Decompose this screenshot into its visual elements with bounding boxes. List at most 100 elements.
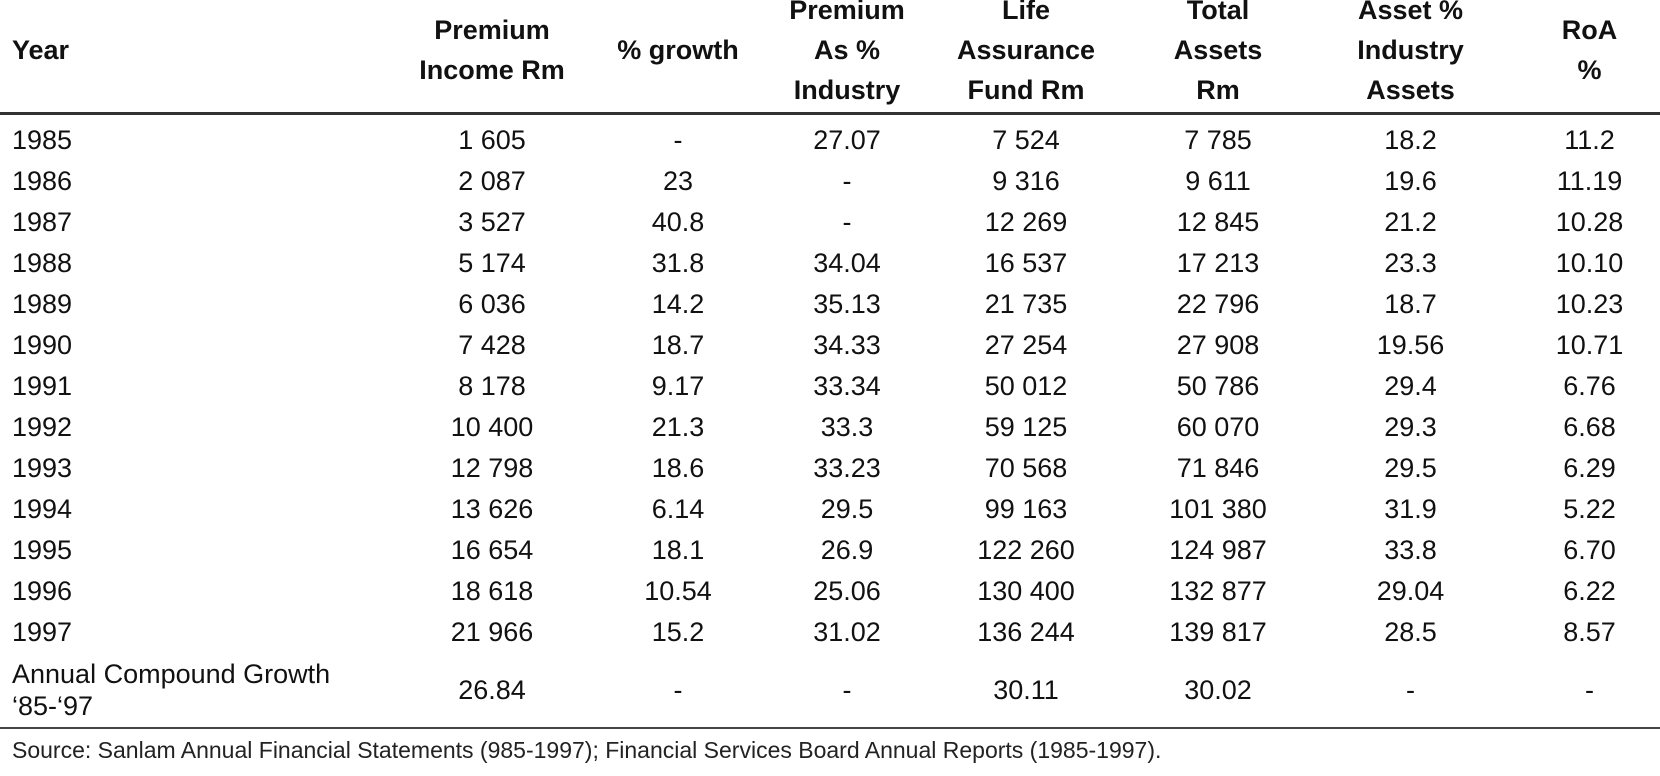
asset-industry-cell: 29.5 <box>1384 452 1437 483</box>
growth-cell: - <box>592 652 764 729</box>
premium-industry-cell: - <box>842 206 852 237</box>
header-line: % <box>1577 55 1602 85</box>
life-assurance-fund-cell: 50 012 <box>984 370 1068 401</box>
compound-growth-label: Annual Compound Growth ‘85-‘97 <box>0 652 392 729</box>
year-cell: 1985 <box>12 124 73 155</box>
premium-income-cell: 18 618 <box>450 575 534 606</box>
premium-income-cell: 3 527 <box>458 206 526 237</box>
life-assurance-fund-cell: 27 254 <box>984 329 1068 360</box>
premium-industry-cell: 29.5 <box>820 493 874 524</box>
roa-cell: 8.57 <box>1563 616 1616 647</box>
growth-cell: 40.8 <box>651 206 705 237</box>
premium-income-cell: 13 626 <box>450 493 534 524</box>
life-assurance-fund-header: Life Assurance Fund Rm <box>930 0 1122 115</box>
premium-income-cell: 12 798 <box>450 452 534 483</box>
premium-income-cell: 6 036 <box>458 288 526 319</box>
life-assurance-fund-cell: 130 400 <box>977 575 1075 606</box>
premium-industry-cell: 31.02 <box>813 616 881 647</box>
premium-income-cell: 26.84 <box>392 652 592 729</box>
roa-header: RoA% <box>1507 0 1660 115</box>
growth-cell: 21.3 <box>651 411 705 442</box>
roa-cell: 10.23 <box>1555 288 1624 319</box>
total-assets-cell: 27 908 <box>1176 329 1260 360</box>
roa-cell: 5.22 <box>1563 493 1616 524</box>
header-line: % growth <box>617 35 739 65</box>
compound-growth-label-line1: Annual Compound Growth <box>12 658 331 689</box>
roa-cell: 6.76 <box>1563 370 1616 401</box>
premium-income-cell: 1 605 <box>458 124 526 155</box>
total-assets-cell: 7 785 <box>1184 124 1252 155</box>
table-row: 1991 8 178 9.17 33.34 50 012 50 786 29.4 6.76 <box>0 365 1660 406</box>
table-row: 1996 18 618 10.54 25.06 130 400 132 877 29.04 6… <box>0 570 1660 611</box>
growth-header: % growth <box>592 0 764 115</box>
growth-cell: 31.8 <box>651 247 705 278</box>
year-cell: 1997 <box>12 616 73 647</box>
growth-cell: - <box>673 124 683 155</box>
table-row: 1990 7 428 18.7 34.33 27 254 27 908 19.56 10.71 <box>0 324 1660 365</box>
year-header: Year <box>0 0 392 115</box>
premium-industry-cell: - <box>764 652 930 729</box>
premium-income-header: Premium Income Rm <box>392 0 592 115</box>
total-assets-cell: 139 817 <box>1169 616 1267 647</box>
total-assets-cell: 71 846 <box>1176 452 1260 483</box>
life-assurance-fund-cell: 12 269 <box>984 206 1068 237</box>
header-line: Asset % <box>1357 0 1464 25</box>
total-assets-cell: 50 786 <box>1176 370 1260 401</box>
premium-industry-cell: 34.04 <box>813 247 881 278</box>
total-assets-header: Total Assets Rm <box>1122 0 1314 115</box>
table-body: 1985 1 605 - 27.07 7 524 7 785 18.2 11.2 1986 2 0… <box>0 114 1660 729</box>
asset-industry-cell: 31.9 <box>1384 493 1437 524</box>
premium-income-cell: 5 174 <box>458 247 526 278</box>
premium-industry-cell: - <box>842 165 852 196</box>
asset-industry-cell: 21.2 <box>1384 206 1437 237</box>
asset-industry-cell: 33.8 <box>1384 534 1437 565</box>
asset-industry-header: Asset % Industry Assets <box>1314 0 1507 115</box>
growth-cell: 9.17 <box>651 370 705 401</box>
total-assets-cell: 22 796 <box>1176 288 1260 319</box>
year-cell: 1986 <box>12 165 73 196</box>
table-row: 1985 1 605 - 27.07 7 524 7 785 18.2 11.2 <box>0 114 1660 161</box>
growth-cell: 14.2 <box>651 288 705 319</box>
premium-industry-cell: 33.3 <box>820 411 874 442</box>
asset-industry-cell: 29.4 <box>1384 370 1437 401</box>
total-assets-cell: 132 877 <box>1169 575 1267 606</box>
year-cell: 1990 <box>12 329 73 360</box>
header-line: Assets <box>1366 75 1455 105</box>
growth-cell: 23 <box>662 165 694 196</box>
asset-industry-cell: 28.5 <box>1384 616 1437 647</box>
life-assurance-fund-cell: 16 537 <box>984 247 1068 278</box>
growth-cell: 15.2 <box>651 616 705 647</box>
growth-cell: 10.54 <box>644 575 712 606</box>
premium-income-cell: 2 087 <box>458 165 526 196</box>
premium-income-cell: 10 400 <box>450 411 534 442</box>
roa-cell: 6.29 <box>1563 452 1616 483</box>
asset-industry-cell: 19.6 <box>1384 165 1437 196</box>
premium-income-cell: 7 428 <box>458 329 526 360</box>
premium-income-cell: 21 966 <box>450 616 534 647</box>
year-cell: 1988 <box>12 247 73 278</box>
year-cell: 1993 <box>12 452 73 483</box>
header-line: Industry <box>793 75 901 105</box>
year-cell: 1995 <box>12 534 73 565</box>
financial-table: Year Premium Income Rm % growth Premium As % I… <box>0 0 1660 729</box>
life-assurance-fund-cell: 70 568 <box>984 452 1068 483</box>
header-line: Life <box>1001 0 1050 25</box>
table-row: 1992 10 400 21.3 33.3 59 125 60 070 29.3 6.68 <box>0 406 1660 447</box>
year-cell: 1991 <box>12 370 73 401</box>
asset-industry-cell: 18.7 <box>1384 288 1437 319</box>
asset-industry-cell: 29.04 <box>1376 575 1445 606</box>
premium-industry-cell: 26.9 <box>820 534 874 565</box>
header-line: Premium <box>434 15 550 45</box>
roa-cell: 6.70 <box>1563 534 1616 565</box>
header-line: As % <box>813 35 881 65</box>
growth-cell: 18.7 <box>651 329 705 360</box>
premium-income-cell: 8 178 <box>458 370 526 401</box>
header-line: Income Rm <box>419 55 565 85</box>
life-assurance-fund-cell: 21 735 <box>984 288 1068 319</box>
roa-cell: 10.28 <box>1555 206 1624 237</box>
header-line: RoA <box>1561 15 1618 45</box>
header-line: Assets <box>1173 35 1263 65</box>
year-cell: 1996 <box>12 575 73 606</box>
header-line: Total <box>1186 0 1250 25</box>
header-line: Fund Rm <box>967 75 1085 105</box>
